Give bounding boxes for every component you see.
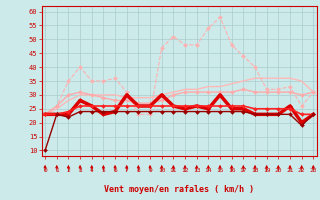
- X-axis label: Vent moyen/en rafales ( km/h ): Vent moyen/en rafales ( km/h ): [104, 185, 254, 194]
